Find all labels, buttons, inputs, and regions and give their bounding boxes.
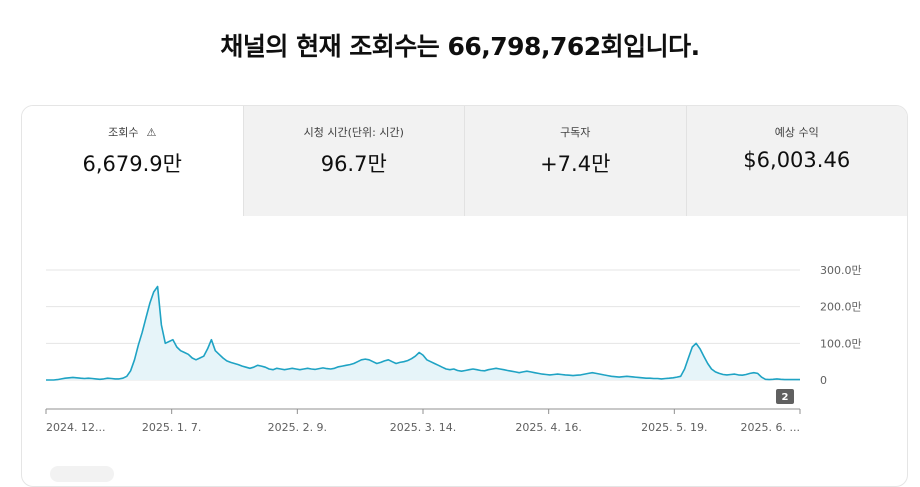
more-button[interactable] (50, 466, 114, 482)
tab-subscribers-value: +7.4만 (540, 152, 611, 176)
annotation-marker[interactable] (776, 389, 794, 404)
tab-watch-time-label: 시청 시간(단위: 시간) (303, 126, 404, 139)
y-tick-label: 0 (820, 374, 827, 387)
x-tick-label: 2024. 12... (46, 421, 105, 434)
analytics-card: 조회수 ⚠ 6,679.9만 시청 시간(단위: 시간) 96.7만 구독자 +7… (21, 105, 908, 487)
x-tick-label: 2025. 1. 7. (142, 421, 201, 434)
tab-watch-time[interactable]: 시청 시간(단위: 시간) 96.7만 (242, 106, 464, 216)
tab-subscribers-label: 구독자 (560, 126, 591, 139)
tab-views-label-row: 조회수 ⚠ (22, 125, 243, 141)
series-line (46, 285, 800, 381)
tab-views-label: 조회수 (108, 126, 139, 139)
tab-views[interactable]: 조회수 ⚠ 6,679.9만 (22, 106, 243, 216)
annotation-marker-label: 2 (782, 392, 789, 403)
tab-subscribers[interactable]: 구독자 +7.4만 (464, 106, 686, 216)
page-title: 채널의 현재 조회수는 66,798,762회입니다. (220, 32, 700, 61)
tab-revenue-value: $6,003.46 (743, 148, 851, 172)
series-area (46, 286, 800, 380)
x-tick-label: 2025. 4. 16. (515, 421, 581, 434)
y-tick-label: 200.0만 (820, 301, 862, 314)
tab-watch-time-value: 96.7만 (320, 152, 387, 176)
tab-revenue-label: 예상 수익 (774, 126, 819, 139)
x-tick-label: 2025. 2. 9. (268, 421, 327, 434)
y-tick-label: 100.0만 (820, 337, 862, 350)
views-chart: 300.0만 200.0만 100.0만 0 2024. 12... 2025. 1. 7… (45, 264, 862, 434)
warning-icon[interactable]: ⚠ (146, 126, 157, 139)
x-tick-label: 2025. 3. 14. (390, 421, 456, 434)
tab-views-value: 6,679.9만 (82, 152, 182, 176)
x-tick-label: 2025. 6. ... (741, 421, 800, 434)
tab-revenue[interactable]: 예상 수익 $6,003.46 (685, 106, 907, 216)
y-tick-label: 300.0만 (820, 264, 862, 277)
x-tick-label: 2025. 5. 19. (641, 421, 707, 434)
metric-tabs: 조회수 ⚠ 6,679.9만 시청 시간(단위: 시간) 96.7만 구독자 +7… (22, 106, 907, 216)
